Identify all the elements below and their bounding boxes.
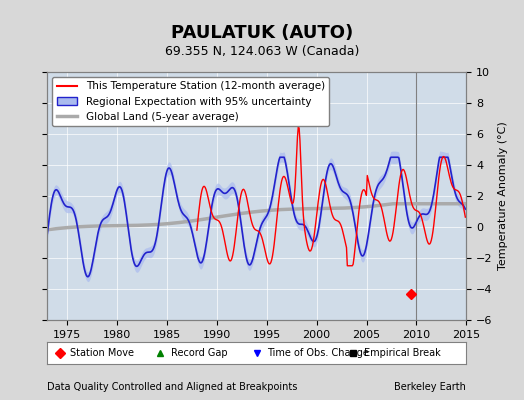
- Text: Empirical Break: Empirical Break: [364, 348, 440, 358]
- Text: Data Quality Controlled and Aligned at Breakpoints: Data Quality Controlled and Aligned at B…: [47, 382, 298, 392]
- Legend: This Temperature Station (12-month average), Regional Expectation with 95% uncer: This Temperature Station (12-month avera…: [52, 77, 329, 126]
- Y-axis label: Temperature Anomaly (°C): Temperature Anomaly (°C): [498, 122, 508, 270]
- Text: Berkeley Earth: Berkeley Earth: [395, 382, 466, 392]
- Text: Record Gap: Record Gap: [171, 348, 227, 358]
- Text: Station Move: Station Move: [70, 348, 134, 358]
- Text: 69.355 N, 124.063 W (Canada): 69.355 N, 124.063 W (Canada): [165, 45, 359, 58]
- Text: PAULATUK (AUTO): PAULATUK (AUTO): [171, 24, 353, 42]
- Text: Time of Obs. Change: Time of Obs. Change: [267, 348, 369, 358]
